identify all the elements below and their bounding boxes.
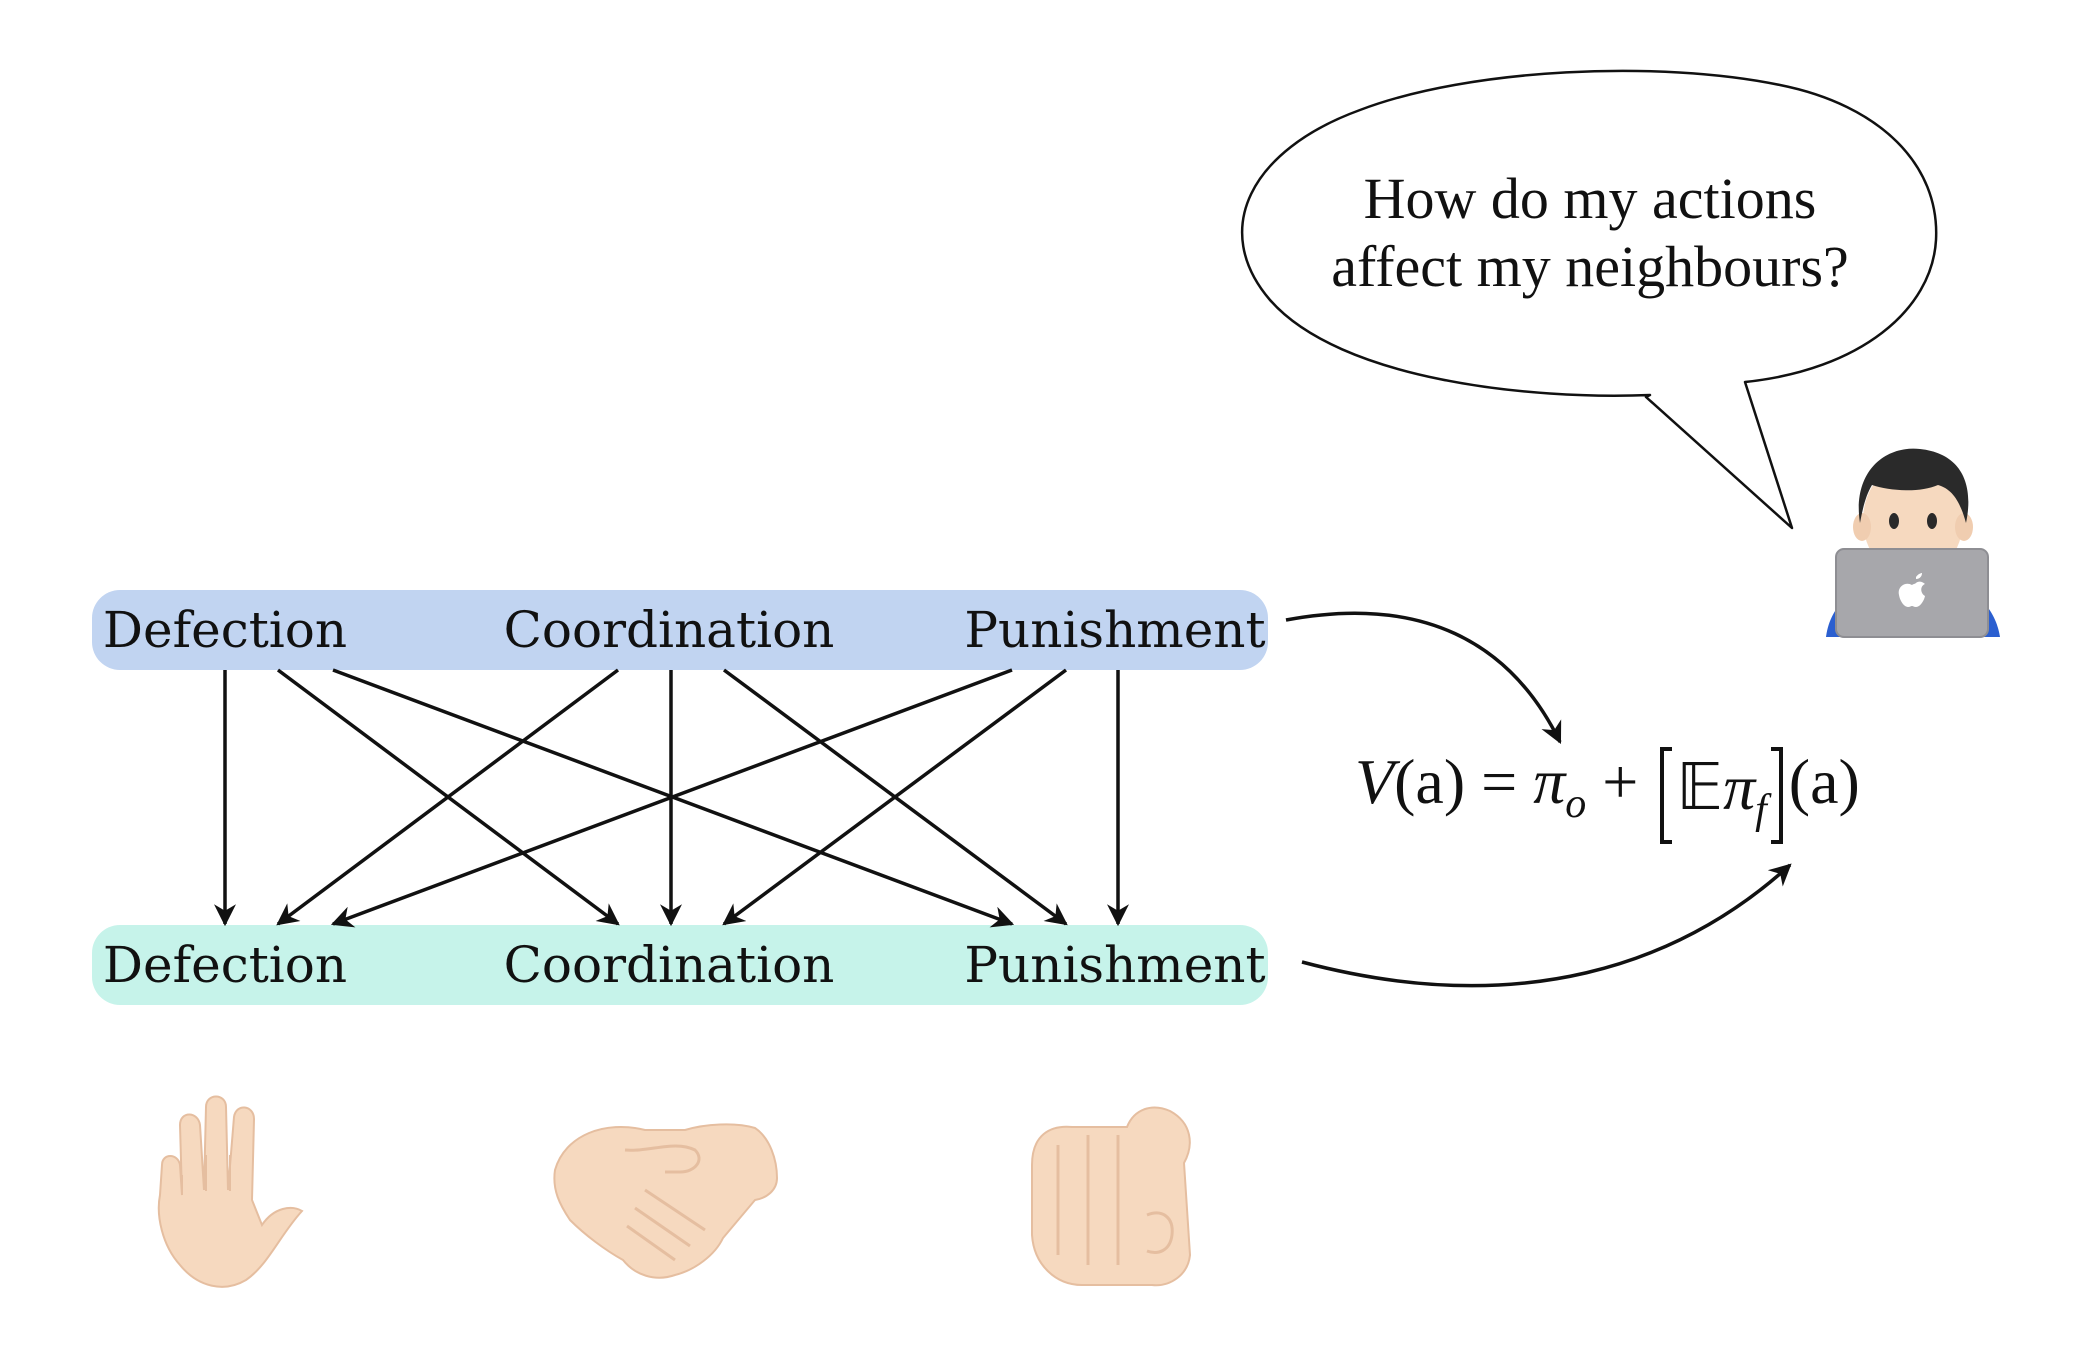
top-action-row: Defection Coordination Punishment bbox=[92, 590, 1268, 670]
arrow-punishment-defection bbox=[330, 668, 1013, 928]
top-label-defection: Defection bbox=[102, 601, 348, 659]
connection-arrows bbox=[214, 668, 1129, 928]
bottom-label-punishment: Punishment bbox=[964, 936, 1266, 994]
formula-equals: = bbox=[1465, 746, 1534, 817]
bottom-action-row: Defection Coordination Punishment bbox=[92, 925, 1268, 1005]
bottom-label-coordination: Coordination bbox=[503, 936, 835, 994]
top-label-coordination: Coordination bbox=[503, 601, 835, 659]
curve-arrow-top-to-formula bbox=[1285, 611, 1562, 744]
speech-line-1: How do my actions bbox=[1363, 166, 1817, 231]
value-formula: V(a) = πo + 𝔼πf (a) bbox=[1355, 745, 1860, 844]
speech-bubble bbox=[1240, 69, 1938, 530]
formula-pi-o: π bbox=[1533, 746, 1566, 817]
pointing-finger-icon bbox=[1031, 1106, 1192, 1287]
formula-expectation: 𝔼 bbox=[1676, 751, 1724, 825]
formula-arg-2: (a) bbox=[1788, 746, 1860, 817]
formula-arg-1: (a) bbox=[1394, 746, 1466, 817]
arrow-coordination-defection bbox=[276, 668, 620, 926]
speech-line-2: affect my neighbours? bbox=[1331, 234, 1849, 299]
raised-hand-icon bbox=[157, 1095, 304, 1288]
person-with-laptop-icon bbox=[1826, 448, 2000, 638]
formula-v: V bbox=[1355, 746, 1395, 817]
formula-sub-o: o bbox=[1565, 781, 1587, 827]
arrow-punishment-coordination bbox=[722, 668, 1068, 926]
formula-sub-f: f bbox=[1755, 787, 1767, 833]
formula-plus: + bbox=[1586, 746, 1655, 817]
bottom-label-defection: Defection bbox=[102, 936, 348, 994]
formula-pi-f: π bbox=[1723, 752, 1756, 823]
top-label-punishment: Punishment bbox=[964, 601, 1266, 659]
speech-bubble-text: How do my actions affect my neighbours? bbox=[1240, 165, 1940, 301]
handshake-icon bbox=[553, 1123, 779, 1279]
curve-arrow-bottom-to-formula bbox=[1301, 863, 1792, 988]
formula-bracket: 𝔼πf bbox=[1660, 747, 1783, 844]
